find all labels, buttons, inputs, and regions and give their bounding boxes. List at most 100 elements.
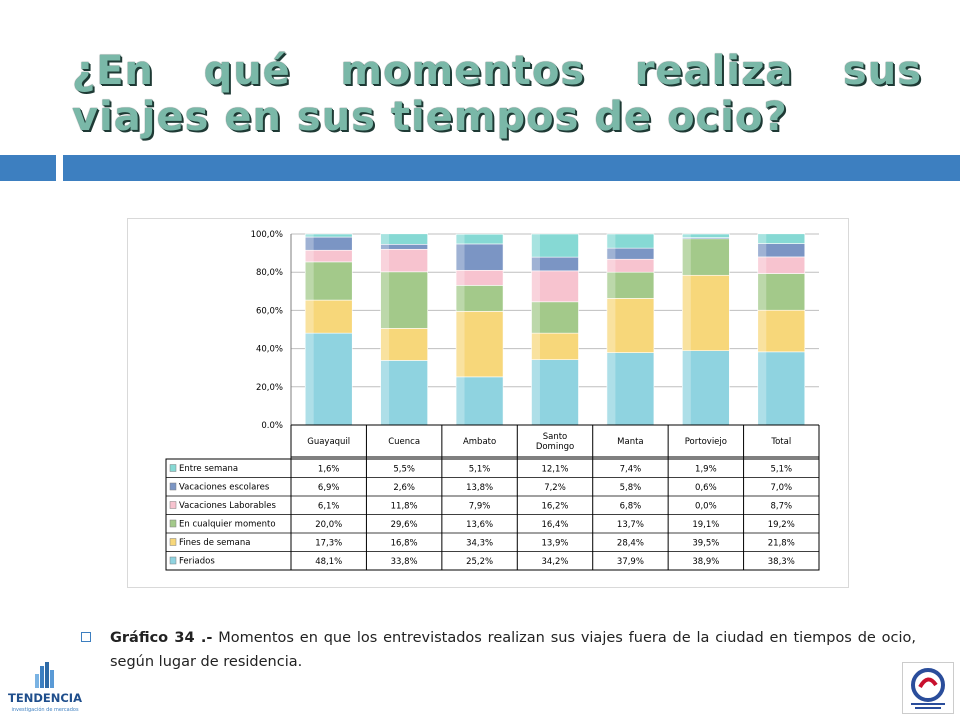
bar-highlight	[606, 352, 616, 425]
bar-segment	[531, 233, 579, 258]
stacked-bar-chart: 0.0% 20,0% 40,0% 60,0% 80,0% 100,0% Guayaquil C…	[165, 230, 820, 571]
y-tick-label: 20,0%	[256, 383, 283, 393]
data-table-value: 19,1%	[692, 520, 719, 530]
bar-highlight	[606, 259, 616, 273]
bar-segment	[455, 311, 504, 378]
bar-highlight	[380, 233, 390, 245]
data-table-value: 16,8%	[391, 539, 418, 549]
bar-segment	[531, 301, 579, 334]
y-tick-label: 100,0%	[251, 230, 283, 240]
bar-highlight	[757, 233, 767, 244]
y-tick-label: 80,0%	[256, 268, 283, 278]
data-table-value: 1,9%	[695, 465, 717, 475]
bar-highlight	[682, 234, 691, 238]
tourism-seal-logo	[902, 662, 954, 714]
data-table-value: 13,9%	[541, 539, 568, 549]
data-table-value: 0,6%	[695, 483, 717, 493]
bar-segment	[606, 271, 655, 299]
bar-highlight	[682, 238, 691, 276]
data-table-value: 5,5%	[393, 465, 415, 475]
chart-caption: Gráfico 34 .- Momentos en que los entrev…	[110, 626, 916, 674]
bar-highlight	[606, 272, 616, 299]
data-table-value: 25,2%	[466, 557, 493, 567]
tendencia-logo: TENDENCIA investigación de mercados	[4, 660, 86, 718]
data-table-value: 7,0%	[770, 483, 792, 493]
bar-highlight	[757, 310, 767, 352]
data-table-value: 1,6%	[318, 465, 340, 475]
legend-label: Vacaciones escolares	[179, 483, 270, 493]
category-label: Ambato	[463, 437, 496, 447]
category-label: Manta	[617, 437, 643, 447]
page-title: ¿En qué momentos realiza sus viajes en s…	[72, 48, 922, 140]
bar-highlight	[757, 351, 767, 425]
bar-highlight	[606, 234, 616, 249]
bar-segment	[455, 243, 504, 271]
bar-highlight	[531, 359, 540, 425]
data-table-value: 13,7%	[617, 520, 644, 530]
data-table-value: 6,8%	[620, 502, 642, 512]
data-table-value: 33,8%	[391, 557, 418, 567]
data-table-value: 20,0%	[315, 520, 342, 530]
category-label: Cuenca	[388, 437, 420, 447]
bar-segment	[455, 233, 504, 245]
data-table-value: 7,4%	[620, 465, 642, 475]
caption-text: Momentos en que los entrevistados realiz…	[110, 630, 916, 670]
bar-segment	[531, 332, 579, 360]
data-table-value: 5,1%	[469, 465, 491, 475]
bar-highlight	[305, 250, 314, 262]
caption-label: Gráfico 34 .-	[110, 630, 213, 646]
data-table-value: 2,6%	[393, 483, 415, 493]
data-table-value: 0,0%	[695, 502, 717, 512]
category-label: Portoviejo	[685, 437, 727, 447]
bar-highlight	[380, 328, 390, 361]
data-table-value: 6,1%	[318, 502, 340, 512]
data-table-value: 7,2%	[544, 483, 566, 493]
bar-highlight	[757, 243, 767, 257]
legend-swatch-icon	[169, 519, 177, 528]
legend-swatch-icon	[169, 538, 177, 546]
y-tick-label: 40,0%	[256, 345, 283, 355]
category-label: Santo	[543, 432, 568, 442]
legend-label: Entre semana	[179, 464, 238, 474]
data-table-value: 11,8%	[391, 502, 418, 512]
category-label: Total	[770, 437, 791, 447]
category-label: Domingo	[536, 442, 574, 452]
bar-segment	[304, 299, 353, 334]
data-table-value: 34,3%	[466, 539, 493, 549]
bar-segment	[455, 285, 504, 312]
bar-segment	[606, 233, 655, 249]
bar-highlight	[456, 376, 465, 425]
bar-highlight	[682, 237, 691, 239]
bar-segment	[682, 233, 730, 238]
bar-segment	[531, 359, 579, 426]
data-table-value: 19,2%	[768, 520, 795, 530]
bar-highlight	[531, 270, 540, 302]
y-tick-label: 60,0%	[256, 306, 283, 316]
data-table-value: 17,3%	[315, 539, 342, 549]
legend-label: Vacaciones Laborables	[179, 501, 276, 511]
data-table-value: 13,8%	[466, 483, 493, 493]
bar-segment	[380, 328, 428, 361]
legend-label: En cualquier momento	[179, 520, 276, 530]
data-table-value: 29,6%	[391, 520, 418, 530]
bar-highlight	[456, 234, 465, 244]
bar-highlight	[456, 311, 465, 377]
bar-highlight	[456, 243, 465, 271]
logo-tagline: investigación de mercados	[11, 706, 79, 713]
bar-highlight	[456, 270, 465, 286]
legend-label: Fines de semana	[179, 538, 250, 548]
bar-highlight	[305, 261, 314, 301]
bar-segment	[304, 261, 353, 301]
bar-highlight	[380, 360, 390, 425]
bar-highlight	[380, 244, 390, 250]
legend-swatch-icon	[169, 556, 177, 565]
bar-segment	[531, 270, 579, 303]
bar-highlight	[757, 273, 767, 311]
bar-segment	[757, 309, 806, 353]
bar-segment	[757, 233, 806, 244]
data-table-value: 21,8%	[768, 539, 795, 549]
bar-segment	[682, 238, 730, 276]
bar-highlight	[606, 248, 616, 260]
bar-highlight	[682, 275, 691, 351]
bar-highlight	[305, 300, 314, 334]
